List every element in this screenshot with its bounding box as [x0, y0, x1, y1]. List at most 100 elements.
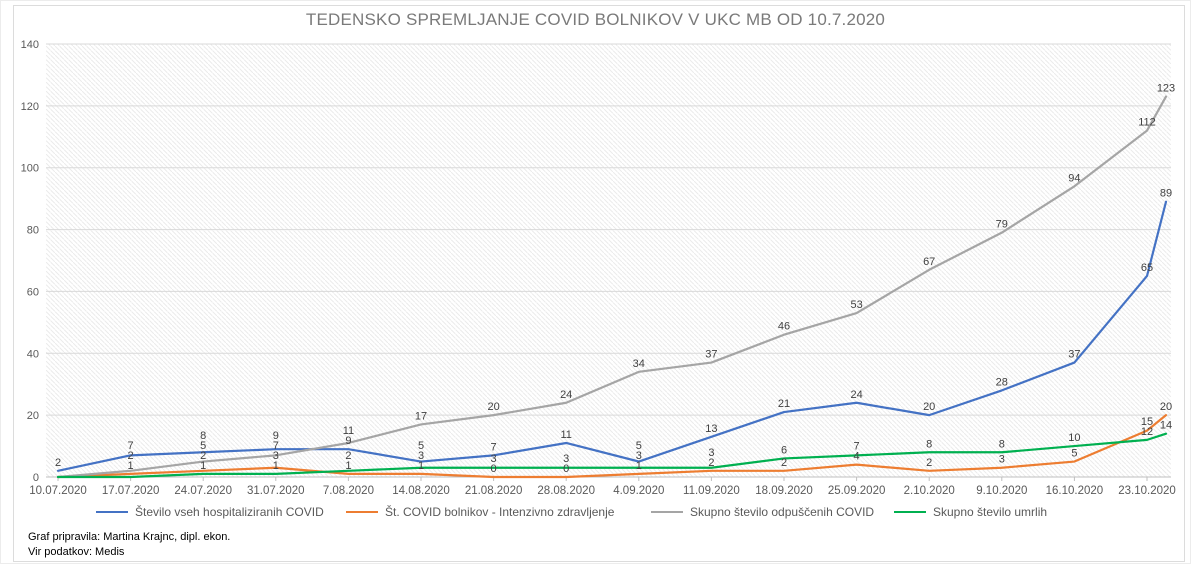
x-axis-tick-label: 9.10.2020: [976, 485, 1027, 497]
data-label: 53: [850, 299, 862, 311]
y-axis-tick-label: 60: [27, 286, 39, 298]
data-label: 14: [1160, 420, 1172, 432]
data-label: 3: [273, 450, 279, 462]
data-label: 15: [1141, 416, 1153, 428]
chart-title: TEDENSKO SPREMLJANJE COVID BOLNIKOV V UK…: [305, 10, 886, 29]
x-axis-tick-label: 11.09.2020: [683, 485, 740, 497]
data-label: 67: [923, 256, 935, 268]
data-label: 28: [996, 376, 1008, 388]
legend-line-swatch: [894, 511, 926, 513]
data-label: 11: [343, 425, 354, 437]
data-label: 3: [563, 453, 569, 465]
data-label: 24: [560, 389, 572, 401]
data-label: 34: [633, 358, 645, 370]
data-label: 10: [1068, 432, 1080, 444]
legend-line-swatch: [651, 511, 683, 513]
data-label: 112: [1138, 117, 1156, 129]
series-line-2: [56, 95, 1168, 479]
data-label: 123: [1157, 83, 1175, 95]
data-label: 2: [926, 457, 932, 469]
data-label: 1: [273, 460, 279, 472]
data-label: 11: [560, 429, 571, 441]
legend-item-2: Skupno število odpuščenih COVID: [651, 502, 874, 522]
data-label: 7: [128, 440, 134, 452]
x-axis-tick-label: 18.09.2020: [755, 485, 813, 497]
data-label: 7: [854, 441, 860, 453]
x-axis-tick-label: 16.10.2020: [1046, 485, 1104, 497]
x-axis-tick-label: 2.10.2020: [904, 485, 955, 497]
x-axis-tick-label: 10.07.2020: [29, 485, 87, 497]
data-label: 20: [1160, 401, 1172, 413]
data-label: 3: [418, 450, 424, 462]
data-label: 13: [705, 423, 717, 435]
data-label: 3: [708, 447, 714, 459]
series-line-3: [56, 432, 1168, 479]
data-label: 1: [128, 460, 134, 472]
legend-line-swatch: [96, 511, 128, 513]
legend-item-3: Skupno število umrlih: [894, 502, 1047, 522]
data-label: 21: [778, 398, 790, 410]
data-label: 2: [200, 450, 206, 462]
x-axis-tick-label: 24.07.2020: [174, 485, 232, 497]
x-axis-tick-label: 14.08.2020: [392, 485, 450, 497]
data-label: 0: [563, 463, 569, 475]
x-axis-tick-label: 23.10.2020: [1118, 485, 1176, 497]
data-label: 8: [926, 438, 932, 450]
data-label: 17: [415, 410, 427, 422]
data-label: 37: [1068, 349, 1080, 361]
data-label: 65: [1141, 262, 1153, 274]
data-label: 94: [1068, 172, 1080, 184]
y-axis-tick-label: 140: [21, 39, 39, 51]
data-label: 5: [200, 440, 206, 452]
legend-label: Skupno število odpuščenih COVID: [690, 505, 875, 519]
x-axis-tick-label: 21.08.2020: [465, 485, 523, 497]
x-axis-tick-label: 4.09.2020: [613, 485, 664, 497]
data-label: 1: [200, 460, 206, 472]
y-axis-tick-label: 80: [27, 225, 39, 237]
data-label: 79: [996, 219, 1008, 231]
data-label: 8: [200, 430, 206, 442]
data-label: 7: [491, 441, 497, 453]
x-axis-tick-label: 28.08.2020: [537, 485, 595, 497]
data-label: 20: [487, 401, 499, 413]
legend-item-1: Št. COVID bolnikov - Intenzivno zdravlje…: [346, 502, 614, 522]
data-label: 4: [854, 451, 860, 463]
data-label: 1: [418, 460, 424, 472]
data-label: 5: [418, 440, 424, 452]
chart-footer: Graf pripravila: Martina Krajnc, dipl. e…: [28, 530, 230, 560]
data-label: 2: [55, 457, 61, 469]
data-label: 12: [1141, 426, 1153, 438]
x-axis-tick-label: 17.07.2020: [102, 485, 160, 497]
series-line-1: [56, 414, 1168, 479]
data-label: 3: [999, 454, 1005, 466]
data-label: 1: [345, 460, 351, 472]
footer-author: Graf pripravila: Martina Krajnc, dipl. e…: [28, 531, 231, 543]
data-label: 9: [345, 435, 351, 447]
data-label: 3: [636, 450, 642, 462]
data-label: 37: [705, 349, 717, 361]
data-label: 5: [1071, 448, 1077, 460]
y-axis-tick-label: 0: [33, 472, 39, 484]
x-axis-tick-label: 7.08.2020: [323, 485, 374, 497]
data-label: 8: [999, 438, 1005, 450]
data-label: 2: [708, 457, 714, 469]
y-axis-tick-label: 120: [21, 101, 39, 113]
legend: Število vseh hospitaliziranih COVID Št. C…: [1, 502, 1190, 524]
data-label: 0: [491, 463, 497, 475]
y-axis-tick-label: 40: [27, 348, 39, 360]
data-label: 2: [128, 450, 134, 462]
data-label: 2: [781, 457, 787, 469]
data-label: 46: [778, 321, 790, 333]
data-label: 20: [923, 401, 935, 413]
data-label: 1: [636, 460, 642, 472]
data-label: 3: [491, 453, 497, 465]
plot-hatch-background: [46, 44, 1171, 477]
legend-line-swatch: [346, 511, 378, 513]
y-axis-tick-label: 20: [27, 410, 39, 422]
legend-label: Skupno število umrlih: [933, 505, 1048, 519]
legend-item-0: Število vseh hospitaliziranih COVID: [96, 502, 324, 522]
data-label: 24: [850, 389, 862, 401]
x-axis-tick-label: 25.09.2020: [828, 485, 886, 497]
